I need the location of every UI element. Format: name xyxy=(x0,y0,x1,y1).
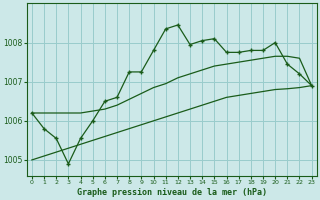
X-axis label: Graphe pression niveau de la mer (hPa): Graphe pression niveau de la mer (hPa) xyxy=(77,188,267,197)
